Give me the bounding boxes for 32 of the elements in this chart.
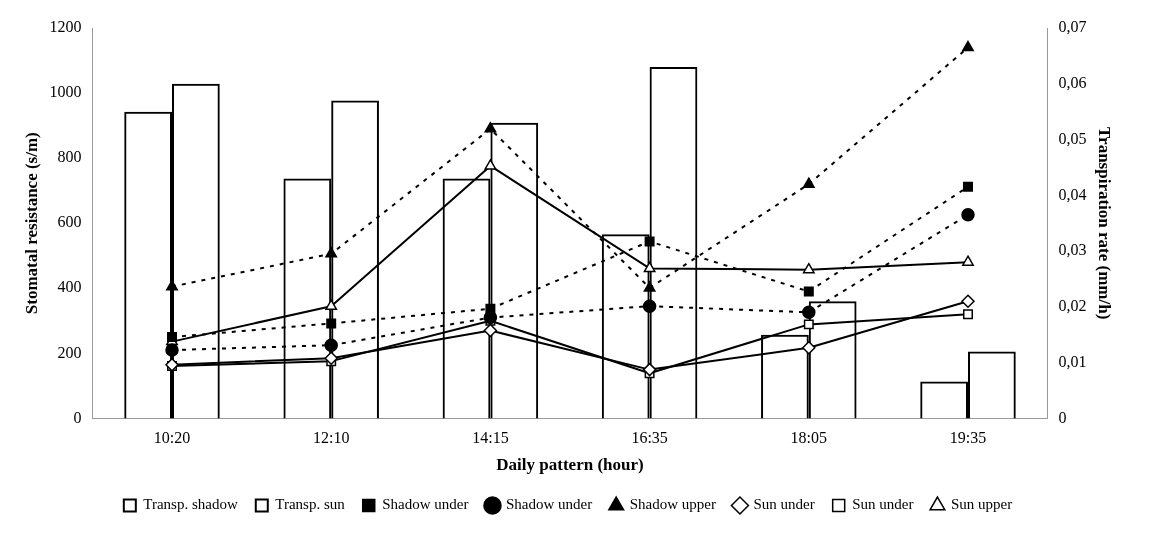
y2-tick-label: 0,01 xyxy=(1058,352,1087,370)
x-axis-title: Daily pattern (hour) xyxy=(496,455,644,475)
x-tick-label: 16:35 xyxy=(631,429,668,447)
legend-label: Shadow upper xyxy=(629,496,716,513)
y-axis-title: Stomatal resistance (s/m) xyxy=(21,132,41,315)
legend-label: Shadow under xyxy=(382,496,469,513)
y2-axis-title: Transpiration rate (mm/h) xyxy=(1095,127,1115,320)
y-tick-label: 0 xyxy=(73,408,82,426)
y-tick-label: 600 xyxy=(57,213,82,231)
y2-tick-label: 0,06 xyxy=(1058,73,1087,91)
y-tick-label: 800 xyxy=(57,148,82,166)
y-tick-label: 200 xyxy=(57,343,82,361)
x-tick-label: 19:35 xyxy=(949,429,987,447)
y2-tick-label: 0 xyxy=(1058,408,1067,426)
legend-label: Sun upper xyxy=(950,496,1013,513)
legend-label: Sun under xyxy=(852,496,914,513)
y2-tick-label: 0,05 xyxy=(1058,129,1087,147)
x-tick-label: 12:10 xyxy=(312,429,350,447)
x-tick-label: 14:15 xyxy=(472,429,509,447)
y2-tick-label: 0,07 xyxy=(1058,18,1087,36)
legend-label: Shadow under xyxy=(505,496,593,513)
y-tick-label: 1200 xyxy=(49,18,82,36)
legend-label: Transp. shadow xyxy=(143,496,238,513)
y2-tick-label: 0,04 xyxy=(1058,185,1087,203)
x-tick-label: 18:05 xyxy=(790,429,828,447)
y2-tick-label: 0,03 xyxy=(1058,241,1087,259)
y-tick-label: 400 xyxy=(57,278,82,296)
legend-label: Sun under xyxy=(753,496,815,513)
legend-label: Transp. sun xyxy=(275,496,346,513)
y-tick-label: 1000 xyxy=(49,83,82,101)
y2-tick-label: 0,02 xyxy=(1058,297,1087,315)
x-tick-label: 10:20 xyxy=(153,429,191,447)
